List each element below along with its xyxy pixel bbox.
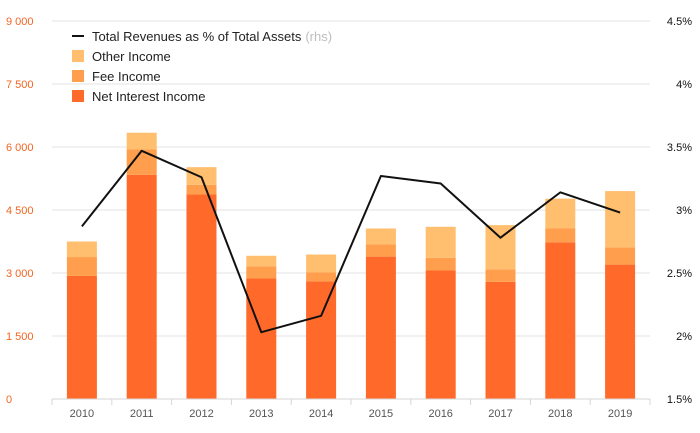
left-tick-label: 0 — [6, 394, 12, 406]
bar-other-income-2013 — [246, 255, 277, 267]
bars — [66, 132, 636, 399]
left-tick-label: 4 500 — [6, 205, 34, 217]
bar-fee-income-2015 — [365, 244, 396, 257]
bar-fee-income-2013 — [246, 266, 277, 279]
x-tick-label: 2016 — [428, 408, 452, 420]
bar-net-interest-income-2010 — [66, 275, 97, 399]
right-tick-label: 2% — [676, 331, 692, 343]
left-tick-label: 6 000 — [6, 142, 34, 154]
bar-other-income-2012 — [186, 167, 217, 185]
bar-net-interest-income-2014 — [306, 281, 337, 399]
x-tick-label: 2012 — [189, 408, 213, 420]
x-tick-label: 2018 — [548, 408, 572, 420]
bar-other-income-2011 — [126, 132, 157, 150]
legend-item-revenue-ratio: Total Revenues as % of Total Assets (rhs… — [72, 26, 332, 46]
legend: Total Revenues as % of Total Assets (rhs… — [72, 26, 332, 106]
right-tick-label: 3.5% — [667, 142, 692, 154]
bar-fee-income-2010 — [66, 257, 97, 276]
x-tick-label: 2010 — [70, 408, 94, 420]
line-total-revenues-pct — [81, 149, 621, 334]
bar-other-income-2010 — [66, 241, 97, 258]
right-tick-label: 1.5% — [667, 394, 692, 406]
right-tick-label: 4% — [676, 79, 692, 91]
bar-fee-income-2012 — [186, 184, 217, 195]
bar-other-income-2017 — [485, 225, 516, 270]
right-tick-label: 3% — [676, 205, 692, 217]
x-tick-label: 2011 — [130, 408, 154, 420]
bar-net-interest-income-2017 — [485, 281, 516, 399]
bar-fee-income-2018 — [545, 228, 576, 243]
legend-label-fee-income: Fee Income — [92, 68, 161, 84]
line-swatch — [72, 35, 84, 37]
left-tick-label: 3 000 — [6, 268, 34, 280]
legend-item-fee-income: Fee Income — [72, 66, 332, 86]
legend-item-other-income: Other Income — [72, 46, 332, 66]
left-tick-label: 7 500 — [6, 79, 34, 91]
left-tick-label: 1 500 — [6, 331, 34, 343]
bar-other-income-2018 — [545, 198, 576, 229]
x-tick-label: 2013 — [249, 408, 273, 420]
bar-net-interest-income-2012 — [186, 194, 217, 399]
bar-net-interest-income-2013 — [246, 278, 277, 399]
fee-income-swatch — [72, 70, 84, 82]
left-tick-label: 9 000 — [6, 16, 34, 28]
bar-net-interest-income-2016 — [425, 270, 456, 399]
bar-other-income-2015 — [365, 228, 396, 245]
x-tick-label: 2015 — [369, 408, 393, 420]
x-tick-label: 2014 — [309, 408, 333, 420]
bar-other-income-2016 — [425, 226, 456, 258]
bar-net-interest-income-2011 — [126, 174, 157, 399]
revenue-ratio-line — [81, 149, 621, 334]
legend-label-net-interest-income: Net Interest Income — [92, 88, 206, 104]
legend-rhs-note: (rhs) — [305, 28, 333, 44]
bar-fee-income-2016 — [425, 257, 456, 271]
bar-fee-income-2011 — [126, 149, 157, 175]
bar-net-interest-income-2015 — [365, 256, 396, 399]
bar-net-interest-income-2018 — [545, 242, 576, 399]
bar-other-income-2014 — [306, 254, 337, 273]
legend-label-other-income: Other Income — [92, 48, 171, 64]
bar-fee-income-2019 — [605, 247, 636, 265]
right-tick-label: 2.5% — [667, 268, 692, 280]
bar-fee-income-2017 — [485, 269, 516, 282]
net-interest-income-swatch — [72, 90, 84, 102]
axes: 0 1 500 3 000 4 500 6 000 7 500 9 000 1.5% 2% 2.5… — [6, 16, 692, 420]
bar-other-income-2019 — [605, 191, 636, 248]
x-tick-label: 2017 — [488, 408, 512, 420]
legend-label-revenue-ratio: Total Revenues as % of Total Assets — [92, 28, 302, 44]
legend-item-net-interest-income: Net Interest Income — [72, 86, 332, 106]
x-tick-label: 2019 — [608, 408, 632, 420]
bar-fee-income-2014 — [306, 272, 337, 282]
other-income-swatch — [72, 50, 84, 62]
right-tick-label: 4.5% — [667, 16, 692, 28]
bar-net-interest-income-2019 — [605, 264, 636, 399]
